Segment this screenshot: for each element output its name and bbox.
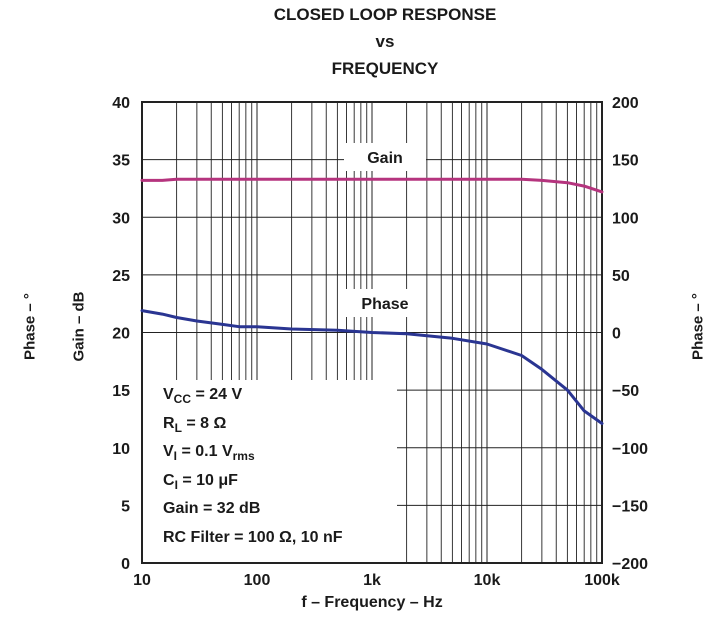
- condition-line: CI = 10 μF: [163, 472, 238, 492]
- series-line-phase: [140, 309, 604, 425]
- series-line-gain: [140, 177, 604, 194]
- y-left-tick-label: 40: [112, 95, 130, 112]
- y-right-tick-label: 0: [612, 326, 621, 343]
- y-right-tick-label: −100: [612, 441, 648, 458]
- x-tick-label: 10: [133, 572, 151, 589]
- x-axis-label: f – Frequency – Hz: [301, 594, 443, 611]
- y-right-tick-label: −50: [612, 383, 639, 400]
- phase-label-bg: [344, 289, 426, 317]
- condition-line: RL = 8 Ω: [163, 415, 227, 435]
- y-left-tick-label: 30: [112, 210, 130, 227]
- y-left-tick-label: 25: [112, 268, 130, 285]
- y-right-tick-label: −150: [612, 498, 648, 515]
- chart-title-line1: CLOSED LOOP RESPONSE: [273, 5, 497, 24]
- plot-frame: [141, 101, 603, 564]
- y-right-tick-label: 50: [612, 268, 630, 285]
- x-tick-label: 10k: [474, 572, 501, 589]
- x-tick-label: 1k: [363, 572, 381, 589]
- chart-title-line3: FREQUENCY: [331, 59, 439, 78]
- y-left-tick-label: 20: [112, 326, 130, 343]
- gain-series-label: Gain: [367, 150, 403, 167]
- condition-line: Gain = 32 dB: [163, 500, 261, 517]
- chart-title-line2: vs: [375, 32, 395, 51]
- y-right-tick-label: 100: [612, 210, 639, 227]
- condition-line: VCC = 24 V: [163, 386, 243, 406]
- condition-line: RC Filter = 100 Ω, 10 nF: [163, 529, 343, 546]
- y-right-tick-label: 150: [612, 153, 639, 170]
- x-tick-label: 100: [244, 572, 271, 589]
- condition-line: VI = 0.1 Vrms: [163, 443, 255, 463]
- y-left-tick-label: 35: [112, 153, 130, 170]
- y-left-tick-label: 15: [112, 383, 130, 400]
- y-left-tick-label: 0: [121, 556, 130, 573]
- y-right-tick-label: −200: [612, 556, 648, 573]
- phase-series-label: Phase: [361, 296, 408, 313]
- gain-label-bg: [344, 143, 426, 171]
- conditions-bg: [143, 380, 397, 562]
- y-right-tick-label: 200: [612, 95, 639, 112]
- y-left-tick-label: 5: [121, 498, 130, 515]
- y-left-tick-label: 10: [112, 441, 130, 458]
- x-tick-label: 100k: [584, 572, 620, 589]
